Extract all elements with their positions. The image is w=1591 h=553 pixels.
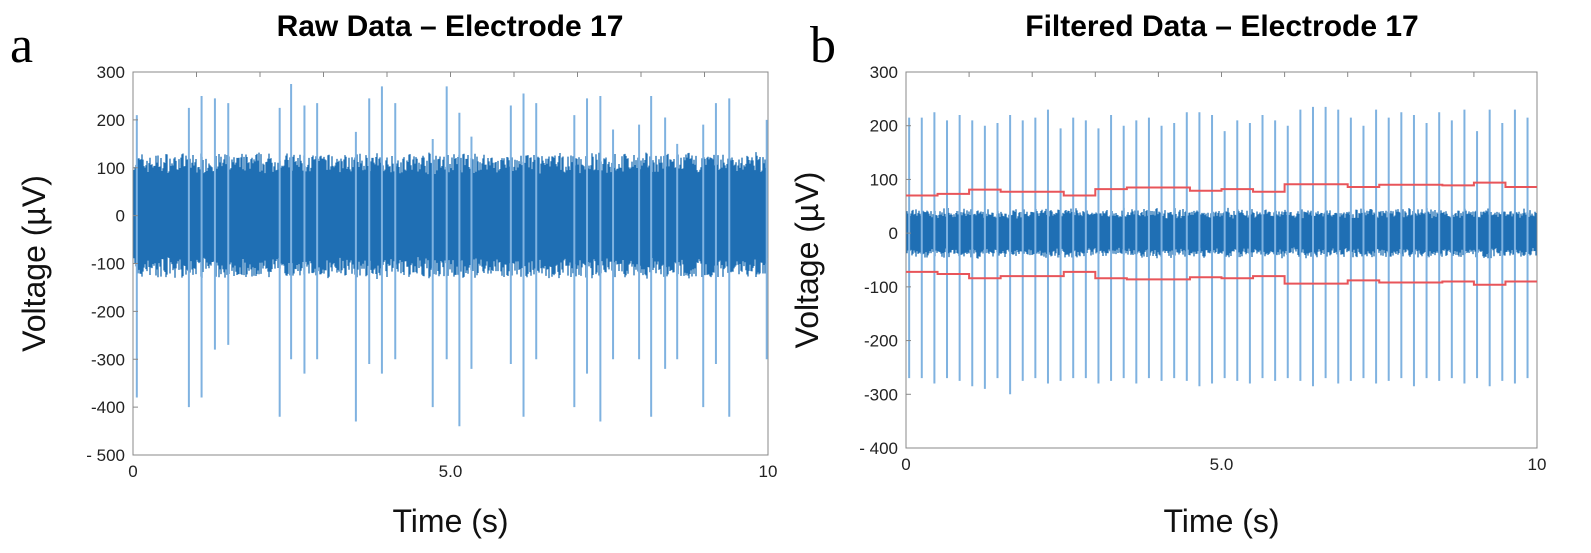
y-tick-label: -400 [91,398,125,417]
x-tick-label: 10 [759,462,778,481]
y-tick-label: 300 [870,63,898,82]
panel-b: b Filtered Data – Electrode 173002001000-… [789,10,1546,539]
y-tick-label: 100 [97,159,125,178]
chart-title: Raw Data – Electrode 17 [277,10,624,43]
x-tick-label: 5.0 [439,462,463,481]
signal-trace [133,152,768,279]
signal-trace [906,207,1537,259]
y-axis-label: Voltage (µV) [16,175,52,352]
y-axis-label: Voltage (µV) [789,172,825,349]
x-axis-label: Time (s) [1163,503,1279,539]
signal-noise [133,152,768,279]
x-tick-label: 0 [901,455,910,474]
panel-letter: b [810,17,836,74]
panel-a: a Raw Data – Electrode 173002001000-100-2… [10,10,777,539]
x-tick-label: 10 [1528,455,1547,474]
threshold-upper [906,181,1537,197]
y-tick-label: 200 [97,111,125,130]
plot-area [905,71,1538,449]
y-tick-label: -200 [864,332,898,351]
x-tick-label: 0 [128,462,137,481]
x-tick-label: 5.0 [1210,455,1234,474]
y-tick-label: 100 [870,170,898,189]
x-axis-label: Time (s) [392,503,508,539]
y-tick-label: - 500 [86,446,125,465]
y-tick-label: - 400 [859,439,898,458]
y-tick-label: -200 [91,302,125,321]
y-tick-label: 300 [97,63,125,82]
chart-title: Filtered Data – Electrode 17 [1025,10,1419,43]
y-tick-label: 0 [889,224,898,243]
y-tick-label: -100 [864,278,898,297]
y-tick-label: -300 [864,385,898,404]
threshold-lower [906,270,1537,286]
panel-letter: a [10,17,33,74]
signal-noise [906,207,1537,259]
y-tick-label: -300 [91,350,125,369]
y-tick-label: -100 [91,255,125,274]
y-tick-label: 0 [116,207,125,226]
y-tick-label: 200 [870,117,898,136]
